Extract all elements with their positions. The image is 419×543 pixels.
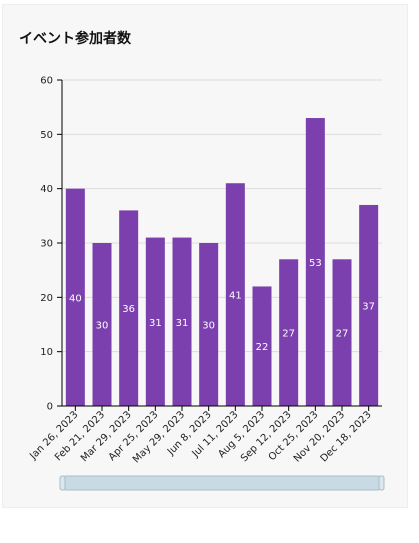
- bar: [65, 188, 85, 406]
- bar: [172, 237, 192, 406]
- bar-value-label: 37: [362, 301, 375, 312]
- y-tick-label: 60: [40, 76, 53, 87]
- bar: [119, 210, 139, 406]
- grid-lines: [62, 79, 382, 353]
- bar: [199, 243, 219, 406]
- y-tick-label: 10: [40, 347, 53, 358]
- bar: [359, 204, 379, 406]
- bar-value-label: 40: [69, 293, 82, 304]
- scrollbar-right-handle[interactable]: [378, 475, 385, 491]
- bars: 40 30 36 31 31 30 41 22 27 53 27 37: [65, 118, 379, 407]
- bar-value-label: 30: [202, 321, 215, 332]
- bar-value-label: 22: [256, 342, 269, 353]
- scrollbar-track[interactable]: [62, 475, 382, 491]
- y-tick-label: 20: [40, 293, 53, 304]
- bar-value-label: 30: [96, 321, 109, 332]
- y-tick-label: 50: [40, 130, 53, 141]
- bar-value-label: 31: [149, 318, 162, 329]
- scrollbar[interactable]: [59, 475, 385, 491]
- y-tick-label: 40: [40, 184, 53, 195]
- bar-value-label: 27: [282, 329, 295, 340]
- chart-title: イベント参加者数: [19, 31, 131, 47]
- bar: [305, 118, 325, 407]
- bar-value-label: 53: [309, 258, 322, 269]
- bar-value-label: 27: [336, 329, 349, 340]
- bar: [92, 243, 112, 406]
- bar: [279, 259, 299, 406]
- bar-value-label: 36: [122, 304, 135, 315]
- y-tick-label: 0: [47, 402, 53, 413]
- bar-value-label: 31: [176, 318, 189, 329]
- bar: [332, 259, 352, 406]
- bar: [252, 286, 272, 406]
- bar-value-label: 41: [229, 291, 242, 302]
- bar: [225, 183, 245, 406]
- bar: [145, 237, 165, 406]
- y-tick-label: 30: [40, 239, 53, 250]
- scrollbar-left-handle[interactable]: [59, 475, 66, 491]
